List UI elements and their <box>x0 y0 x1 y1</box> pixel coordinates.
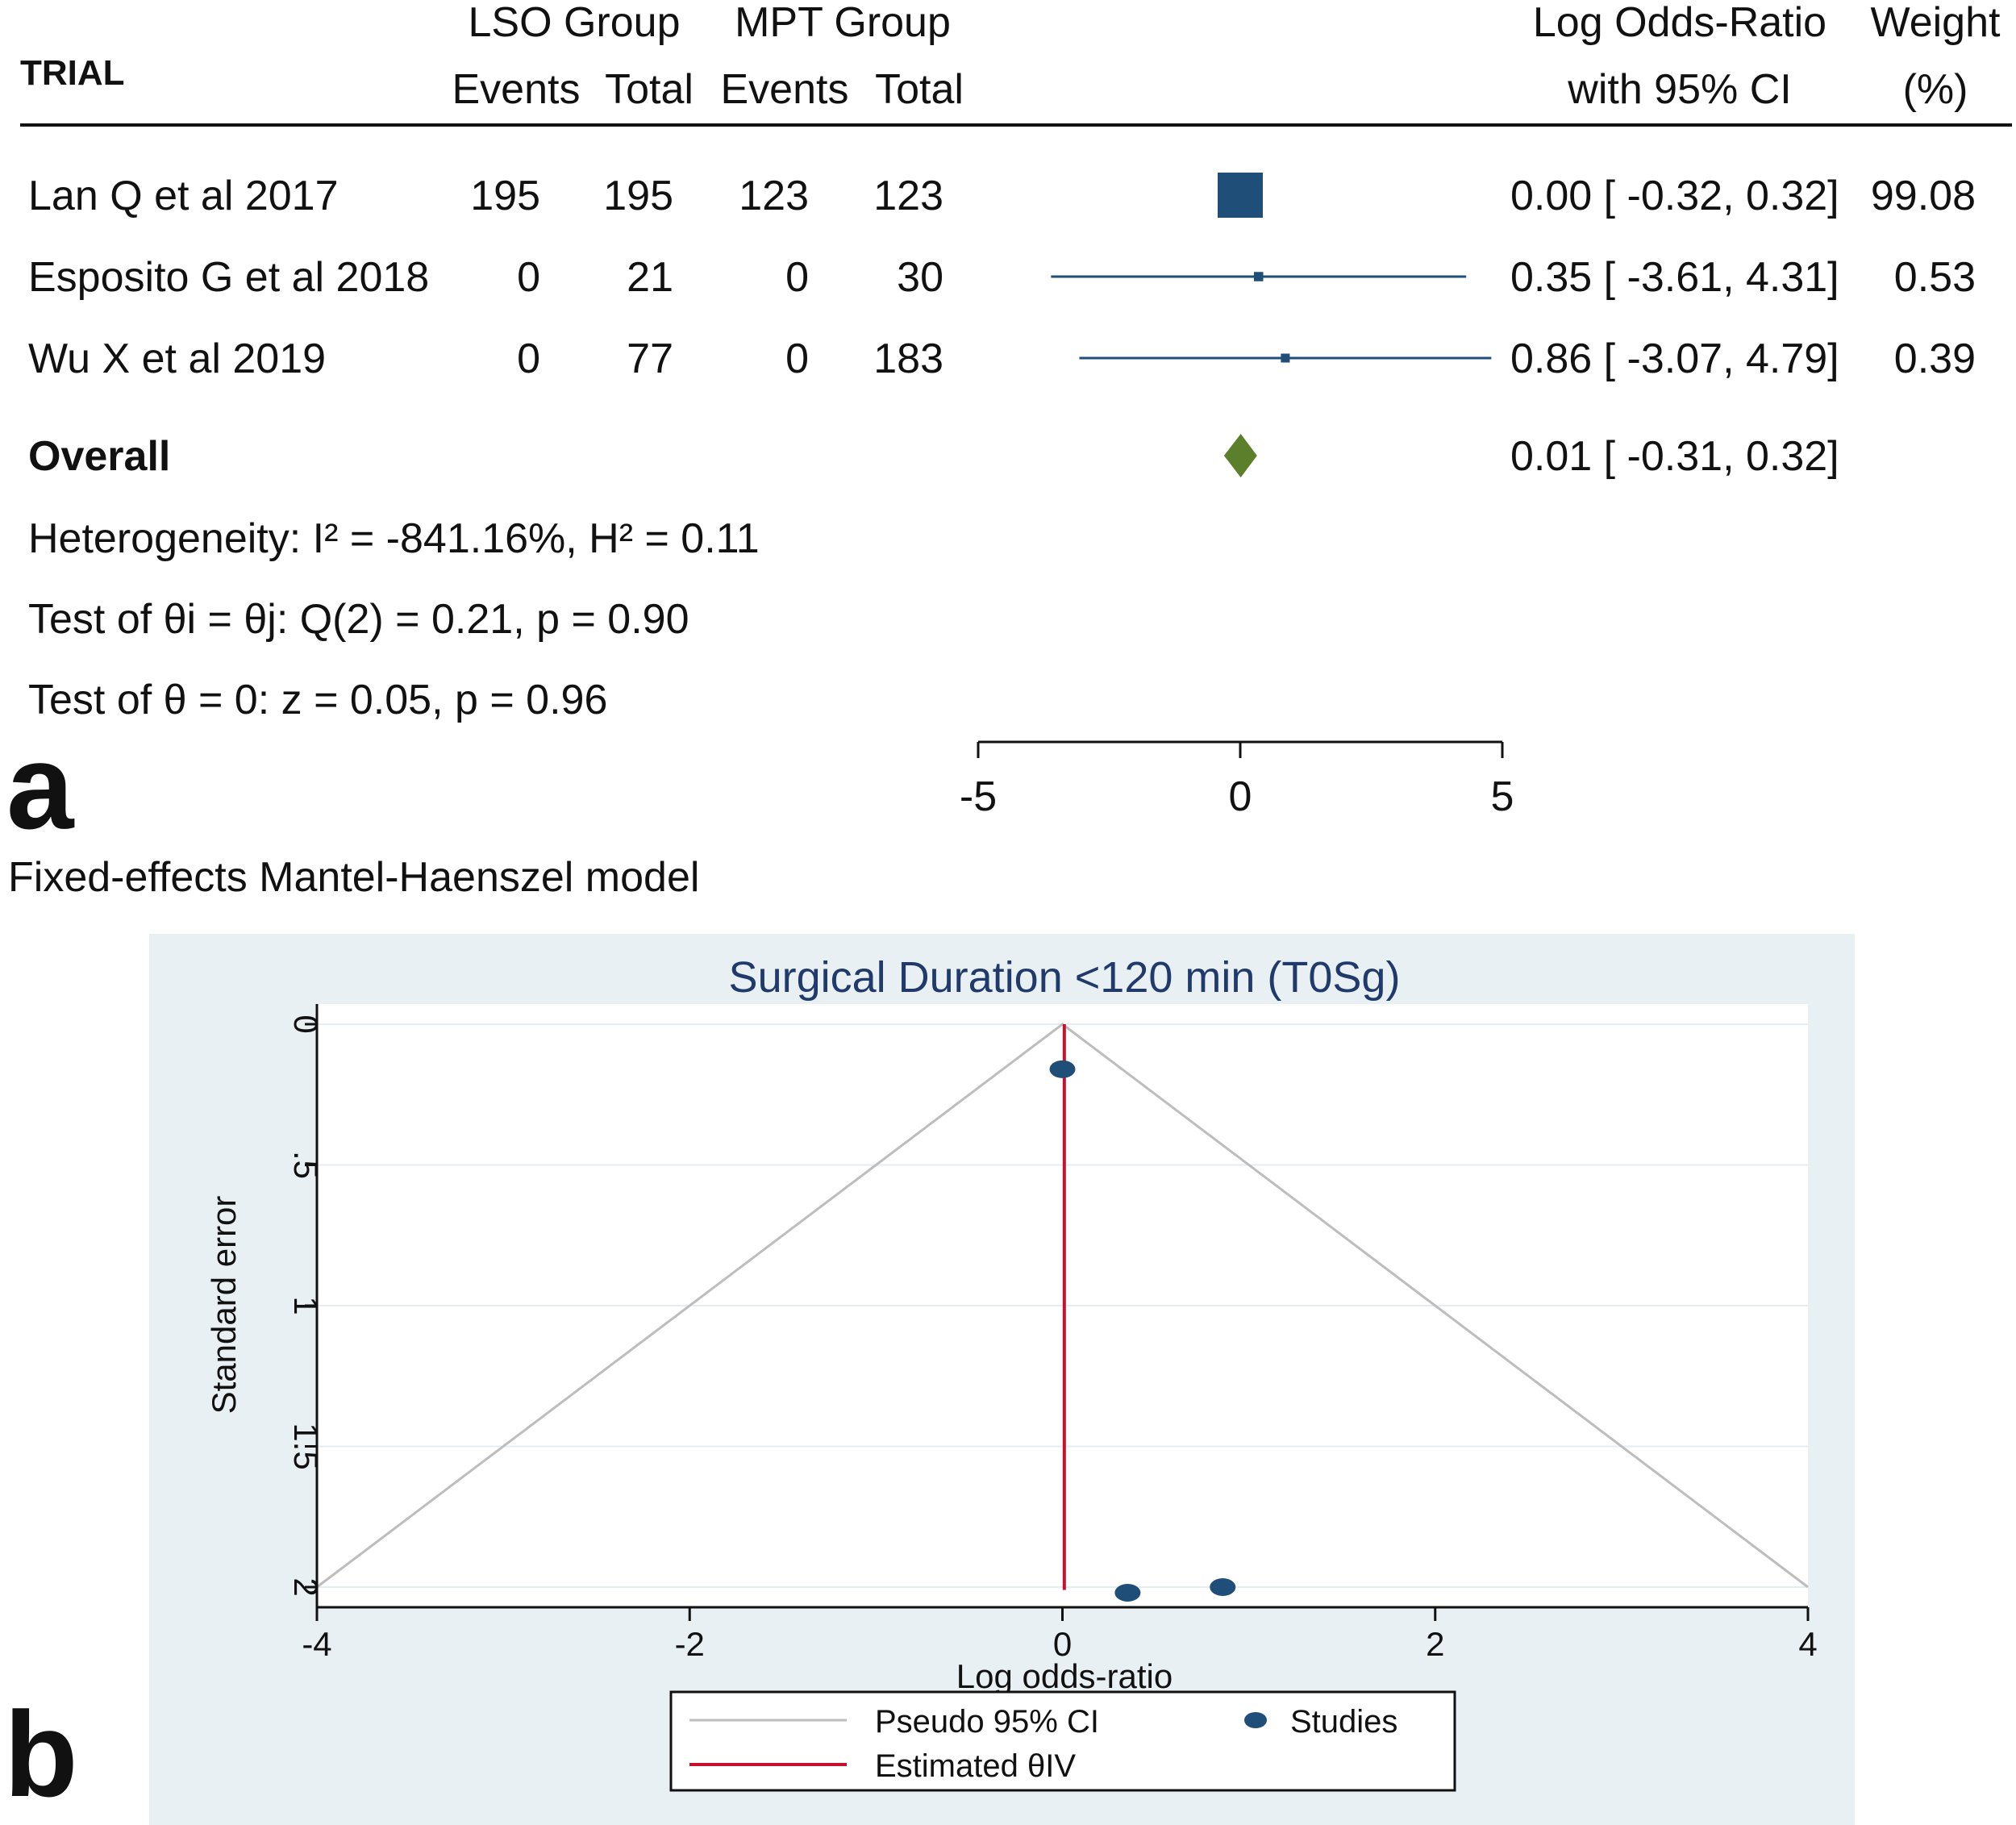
forest-plot: TRIAL LSO Group MPT Group Events Total E… <box>20 0 2012 820</box>
test-equal-text: Test of θi = θj: Q(2) = 0.21, p = 0.90 <box>28 596 689 643</box>
forest-stats: Heterogeneity: I² = -841.16%, H² = 0.11 … <box>28 515 760 723</box>
x-tick-label: -4 <box>302 1625 331 1663</box>
weight-cell: 0.39 <box>1894 335 1976 382</box>
panel-b-letter: b <box>4 1686 78 1822</box>
header-mpt-total: Total <box>875 66 964 113</box>
x-tick-label: 4 <box>1798 1625 1817 1663</box>
study-marker <box>1281 353 1290 363</box>
x-tick-label: 0 <box>1053 1625 1072 1663</box>
header-lso-total: Total <box>605 66 694 113</box>
y-axis-title: Standard error <box>205 1196 243 1415</box>
y-tick-label: .5 <box>287 1151 325 1179</box>
ci-text-cell: 0.86 [ -3.07, 4.79] <box>1510 335 1839 382</box>
study-label: Lan Q et al 2017 <box>28 173 339 219</box>
study-marker <box>1253 272 1264 281</box>
legend-studies-swatch <box>1244 1712 1267 1728</box>
y-tick-label: 1 <box>287 1296 325 1315</box>
weight-cell: 0.53 <box>1894 254 1976 301</box>
header-lso-group: LSO Group <box>468 0 680 46</box>
ci-text-cell: 0.00 [ -0.32, 0.32] <box>1510 173 1839 219</box>
lso-total-cell: 195 <box>603 173 673 219</box>
header-weight-line2: (%) <box>1903 66 1968 113</box>
mpt-total-cell: 123 <box>873 173 943 219</box>
funnel-title: Surgical Duration <120 min (T0Sg) <box>729 953 1401 1002</box>
lso-events-cell: 0 <box>517 335 540 382</box>
mpt-total-cell: 183 <box>873 335 943 382</box>
lso-events-cell: 195 <box>470 173 540 219</box>
y-tick-label: 2 <box>287 1577 325 1596</box>
lso-total-cell: 21 <box>627 254 673 301</box>
overall-label: Overall <box>28 433 170 480</box>
x-tick-label: -5 <box>960 773 997 820</box>
mpt-events-cell: 0 <box>785 254 809 301</box>
lso-total-cell: 77 <box>627 335 673 382</box>
overall-ci-text: 0.01 [ -0.31, 0.32] <box>1510 433 1839 480</box>
x-tick-label: 5 <box>1491 773 1514 820</box>
study-marker <box>1218 173 1263 218</box>
model-note: Fixed-effects Mantel-Haenszel model <box>8 854 700 901</box>
y-tick-label: 1.5 <box>287 1423 325 1469</box>
panel-a-letter: a <box>6 719 74 854</box>
study-point <box>1210 1578 1236 1596</box>
test-zero-text: Test of θ = 0: z = 0.05, p = 0.96 <box>28 677 607 723</box>
header-weight-line1: Weight <box>1871 0 2001 46</box>
x-axis-title: Log odds-ratio <box>956 1657 1173 1695</box>
forest-x-axis: -5 0 5 <box>960 740 1514 820</box>
header-mpt-group: MPT Group <box>735 0 951 46</box>
study-label: Wu X et al 2019 <box>28 335 326 382</box>
y-tick-label: 0 <box>287 1015 325 1033</box>
forest-rows: Lan Q et al 2017 195 195 123 123 0.00 [ -0.32… <box>28 173 1976 480</box>
header-trial: TRIAL <box>20 53 125 93</box>
ci-text-cell: 0.35 [ -3.61, 4.31] <box>1510 254 1839 301</box>
x-tick-label: 2 <box>1426 1625 1444 1663</box>
mpt-events-cell: 123 <box>739 173 809 219</box>
header-mpt-events: Events <box>721 66 849 113</box>
overall-diamond <box>1223 434 1257 477</box>
header-effect-line1: Log Odds-Ratio <box>1533 0 1826 46</box>
funnel-plot: Surgical Duration <120 min (T0Sg) 0 .5 1 1.5… <box>205 953 1818 1792</box>
legend-studies-label: Studies <box>1290 1704 1397 1740</box>
x-tick-label: -2 <box>675 1625 705 1663</box>
weight-cell: 99.08 <box>1871 173 1976 219</box>
forest-header: TRIAL LSO Group MPT Group Events Total E… <box>20 0 2012 127</box>
study-label: Esposito G et al 2018 <box>28 254 429 301</box>
pseudo-ci-lines <box>316 1023 1809 1589</box>
legend-box <box>669 1690 1456 1792</box>
header-effect-line2: with 95% CI <box>1567 66 1791 113</box>
legend-estimate-label: Estimated θIV <box>875 1748 1076 1784</box>
study-point <box>1114 1583 1141 1602</box>
study-point <box>1049 1060 1076 1078</box>
x-tick-label: 0 <box>1229 773 1252 820</box>
heterogeneity-text: Heterogeneity: I² = -841.16%, H² = 0.11 <box>28 515 760 562</box>
mpt-total-cell: 30 <box>897 254 943 301</box>
legend-pseudo-ci-label: Pseudo 95% CI <box>875 1704 1099 1740</box>
header-lso-events: Events <box>452 66 581 113</box>
lso-events-cell: 0 <box>517 254 540 301</box>
mpt-events-cell: 0 <box>785 335 809 382</box>
